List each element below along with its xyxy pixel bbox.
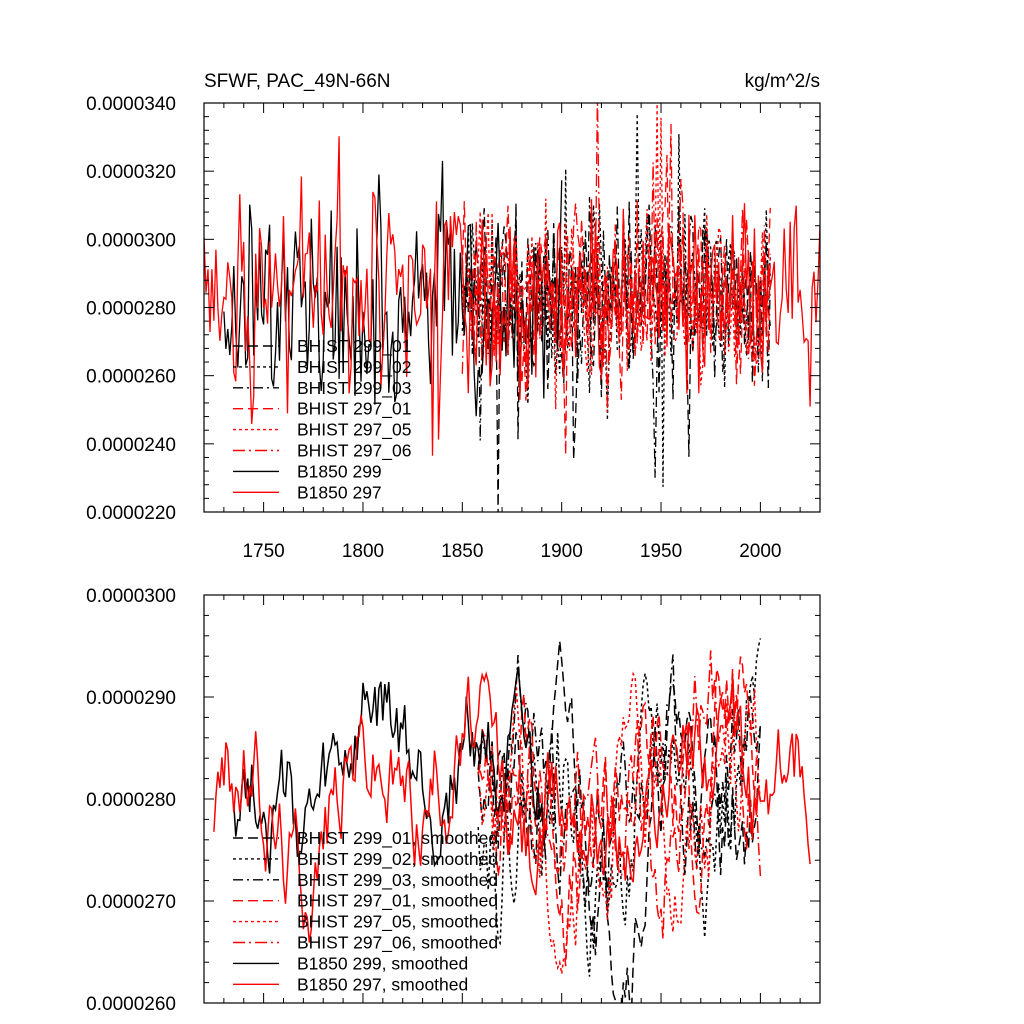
y-tick-label: 0.0000270 <box>86 892 176 913</box>
legend-label: BHIST 299_02 <box>297 357 411 378</box>
x-tick-label: 1750 <box>242 541 284 562</box>
chart-title: SFWF, PAC_49N-66N <box>204 71 391 92</box>
y-tick-label: 0.0000260 <box>86 994 176 1015</box>
x-tick-label: 1800 <box>342 541 384 562</box>
legend-label: BHIST 297_06, smoothed <box>297 933 498 954</box>
y-tick-label: 0.0000240 <box>86 435 176 456</box>
legend-label: B1850 299 <box>297 461 382 481</box>
top-panel: 0.0000220 0.0000240 0.0000260 0.0000280 0.00… <box>86 94 821 562</box>
x-tick-label: 1900 <box>541 541 583 562</box>
chart-units: kg/m^2/s <box>745 71 820 92</box>
legend-label: BHIST 297_05, smoothed <box>297 912 498 933</box>
legend-label: B1850 297, smoothed <box>297 974 468 994</box>
bottom-panel: 0.0000260 0.0000270 0.0000280 0.0000290 0.00… <box>86 586 821 1015</box>
series-line <box>461 113 771 487</box>
y-tick-label: 0.0000260 <box>86 367 176 388</box>
x-tick-label: 1850 <box>441 541 483 562</box>
series-line <box>477 650 762 940</box>
y-tick-label: 0.0000280 <box>86 790 176 811</box>
series-line <box>477 671 762 974</box>
legend-label: BHIST 297_06 <box>297 441 411 462</box>
series-group <box>204 103 820 512</box>
legend-label: B1850 297 <box>297 482 382 502</box>
legend-label: BHIST 299_03, smoothed <box>297 870 498 891</box>
y-tick-label: 0.0000300 <box>86 230 176 251</box>
y-tick-label: 0.0000340 <box>86 94 176 115</box>
legend-label: BHIST 299_01 <box>297 336 411 357</box>
legend-label: BHIST 297_01 <box>297 399 411 420</box>
y-tick-label: 0.0000280 <box>86 299 176 320</box>
y-tick-label: 0.0000300 <box>86 586 176 607</box>
x-tick-label: 1950 <box>640 541 682 562</box>
y-tick-label: 0.0000320 <box>86 162 176 183</box>
y-tick-label: 0.0000220 <box>86 503 176 524</box>
series-group <box>213 638 811 1003</box>
legend-label: BHIST 299_01, smoothed <box>297 828 498 849</box>
series-line <box>461 103 771 410</box>
series-line <box>477 656 762 967</box>
legend-label: BHIST 299_02, smoothed <box>297 849 498 870</box>
y-tick-label: 0.0000290 <box>86 688 176 709</box>
x-tick-label: 2000 <box>739 541 781 562</box>
series-line <box>204 136 820 456</box>
legend-label: BHIST 299_03 <box>297 378 411 399</box>
legend-label: BHIST 297_01, smoothed <box>297 891 498 912</box>
series-line <box>233 666 547 874</box>
series-line <box>223 160 563 417</box>
series-line <box>213 670 811 943</box>
legend-label: BHIST 297_05 <box>297 420 411 441</box>
legend-label: B1850 299, smoothed <box>297 953 468 973</box>
